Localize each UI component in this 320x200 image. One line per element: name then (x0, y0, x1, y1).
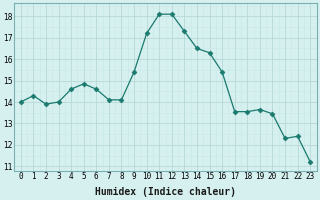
X-axis label: Humidex (Indice chaleur): Humidex (Indice chaleur) (95, 186, 236, 197)
